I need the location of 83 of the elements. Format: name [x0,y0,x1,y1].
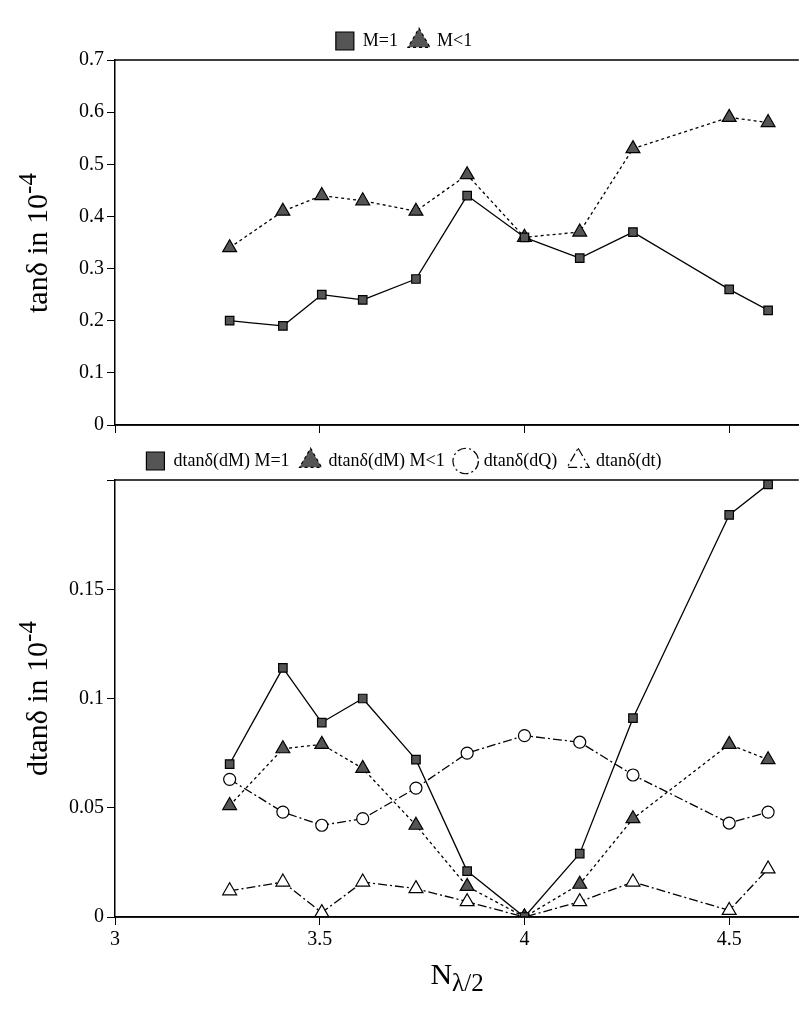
point [760,751,776,765]
legend-label: M=1 [362,29,398,50]
x-tick-label: 4.5 [716,927,742,950]
point [724,510,735,520]
legend-label: dtanδ(dt) [596,449,662,471]
point [314,186,330,201]
point [724,284,735,295]
y-tick-label: 0 [94,904,104,927]
point [408,202,424,216]
point [411,754,421,765]
x-tick-label: 3.5 [307,927,333,950]
point [626,768,640,782]
point [462,190,472,201]
point [722,816,736,830]
point [763,305,773,316]
point [628,227,638,237]
x-tick-label: 3 [110,927,120,950]
point [517,729,532,743]
point [460,746,474,760]
point [357,295,368,305]
y-tick-label: 0.3 [79,255,104,278]
point [628,713,638,724]
point [408,816,424,830]
point [721,901,737,916]
point [459,166,475,180]
legend-label: dtanδ(dM) M<1 [328,449,445,471]
y-tick-label: 0.7 [79,47,104,70]
point [625,140,641,154]
point [721,108,737,122]
point [408,880,424,894]
point [223,772,237,786]
point [355,192,371,206]
point [760,113,776,128]
point [316,717,327,728]
point [462,866,472,876]
point [355,759,371,774]
point [574,253,585,263]
point [573,735,587,749]
point [275,740,291,754]
y-tick-label: 0.05 [69,795,104,817]
point [356,812,370,826]
point [572,223,588,237]
point [314,735,330,749]
legend-label: dtanδ(dM) M=1 [173,449,290,471]
point [763,480,773,490]
legend-label: M<1 [437,29,473,50]
y-tick-label: 0 [94,412,104,435]
point [411,274,421,284]
point [315,818,329,832]
point [224,315,235,326]
point [459,877,475,892]
point [625,873,641,887]
point [760,860,776,874]
point [316,289,327,300]
y-tick-label: 0.6 [79,99,104,122]
y-tick-label: 0.1 [79,685,104,708]
point [278,663,288,673]
point [409,781,423,795]
point [357,693,368,704]
point [278,321,288,331]
point [222,239,238,253]
point [459,893,475,907]
y-tick-label: 0.2 [79,307,104,330]
x-axis-title: N$_{λ/2}$ [430,957,484,997]
point [224,759,235,769]
point [276,805,290,819]
point [222,796,238,811]
point [572,875,588,889]
point [222,882,238,896]
point [761,805,775,819]
legend-label: dtanδ(dQ) [483,449,558,471]
point [721,735,737,749]
point [275,202,291,216]
point [625,810,641,824]
y-tick-label: 0.15 [69,576,104,599]
point [572,893,588,907]
point [574,848,585,859]
y-tick-label: 0.5 [79,151,104,174]
y-tick-label: 0.4 [79,203,104,226]
point [355,873,371,887]
point [275,873,291,887]
x-tick-label: 4 [519,927,530,950]
y-tick-label: 0.1 [79,360,104,383]
